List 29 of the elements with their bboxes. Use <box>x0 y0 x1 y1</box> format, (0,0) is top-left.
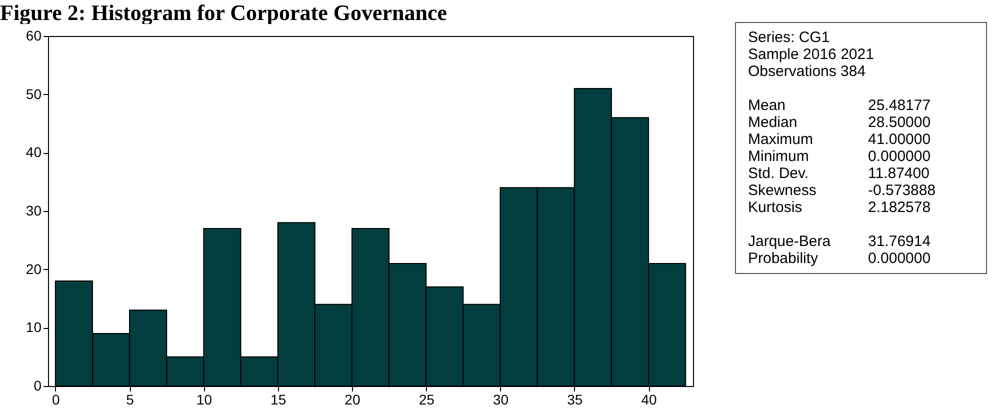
text: Mean 25.48177 <box>748 97 931 114</box>
text: Observations 384 <box>748 63 867 80</box>
x-tick-label: 5 <box>126 392 134 408</box>
y-tick-label: 10 <box>26 319 42 336</box>
text: Series: CG1 <box>748 29 831 46</box>
x-tick-label: 30 <box>492 392 509 408</box>
text: Std. Dev. 11.87400 <box>748 165 930 182</box>
text: Median 28.50000 <box>748 114 931 131</box>
x-tick-label: 15 <box>270 392 286 408</box>
x-tick-label: 20 <box>344 392 360 408</box>
text: Skewness -0.573888 <box>748 182 936 199</box>
text: Probability 0.000000 <box>748 250 931 267</box>
y-tick-label: 40 <box>26 144 42 160</box>
text: Minimum 0.000000 <box>748 148 931 165</box>
text: Sample 2016 2021 <box>748 46 875 63</box>
y-tick-label: 60 <box>26 28 42 44</box>
chart-title: Figure 2: Histogram for Corporate Governance <box>0 0 448 26</box>
y-tick-label: 30 <box>26 202 42 218</box>
text: Kurtosis 2.182578 <box>748 199 931 216</box>
y-tick-label: 0 <box>34 378 42 394</box>
x-tick-label: 35 <box>567 392 583 408</box>
x-tick-label: 40 <box>641 392 658 408</box>
y-tick-label: 50 <box>26 86 42 102</box>
x-tick-label: 0 <box>52 392 60 408</box>
text: Maximum 41.00000 <box>748 131 931 148</box>
y-tick-label: 20 <box>26 260 42 277</box>
text: Jarque-Bera 31.76914 <box>748 233 931 250</box>
x-tick-label: 10 <box>196 392 212 408</box>
x-tick-label: 25 <box>418 392 435 408</box>
